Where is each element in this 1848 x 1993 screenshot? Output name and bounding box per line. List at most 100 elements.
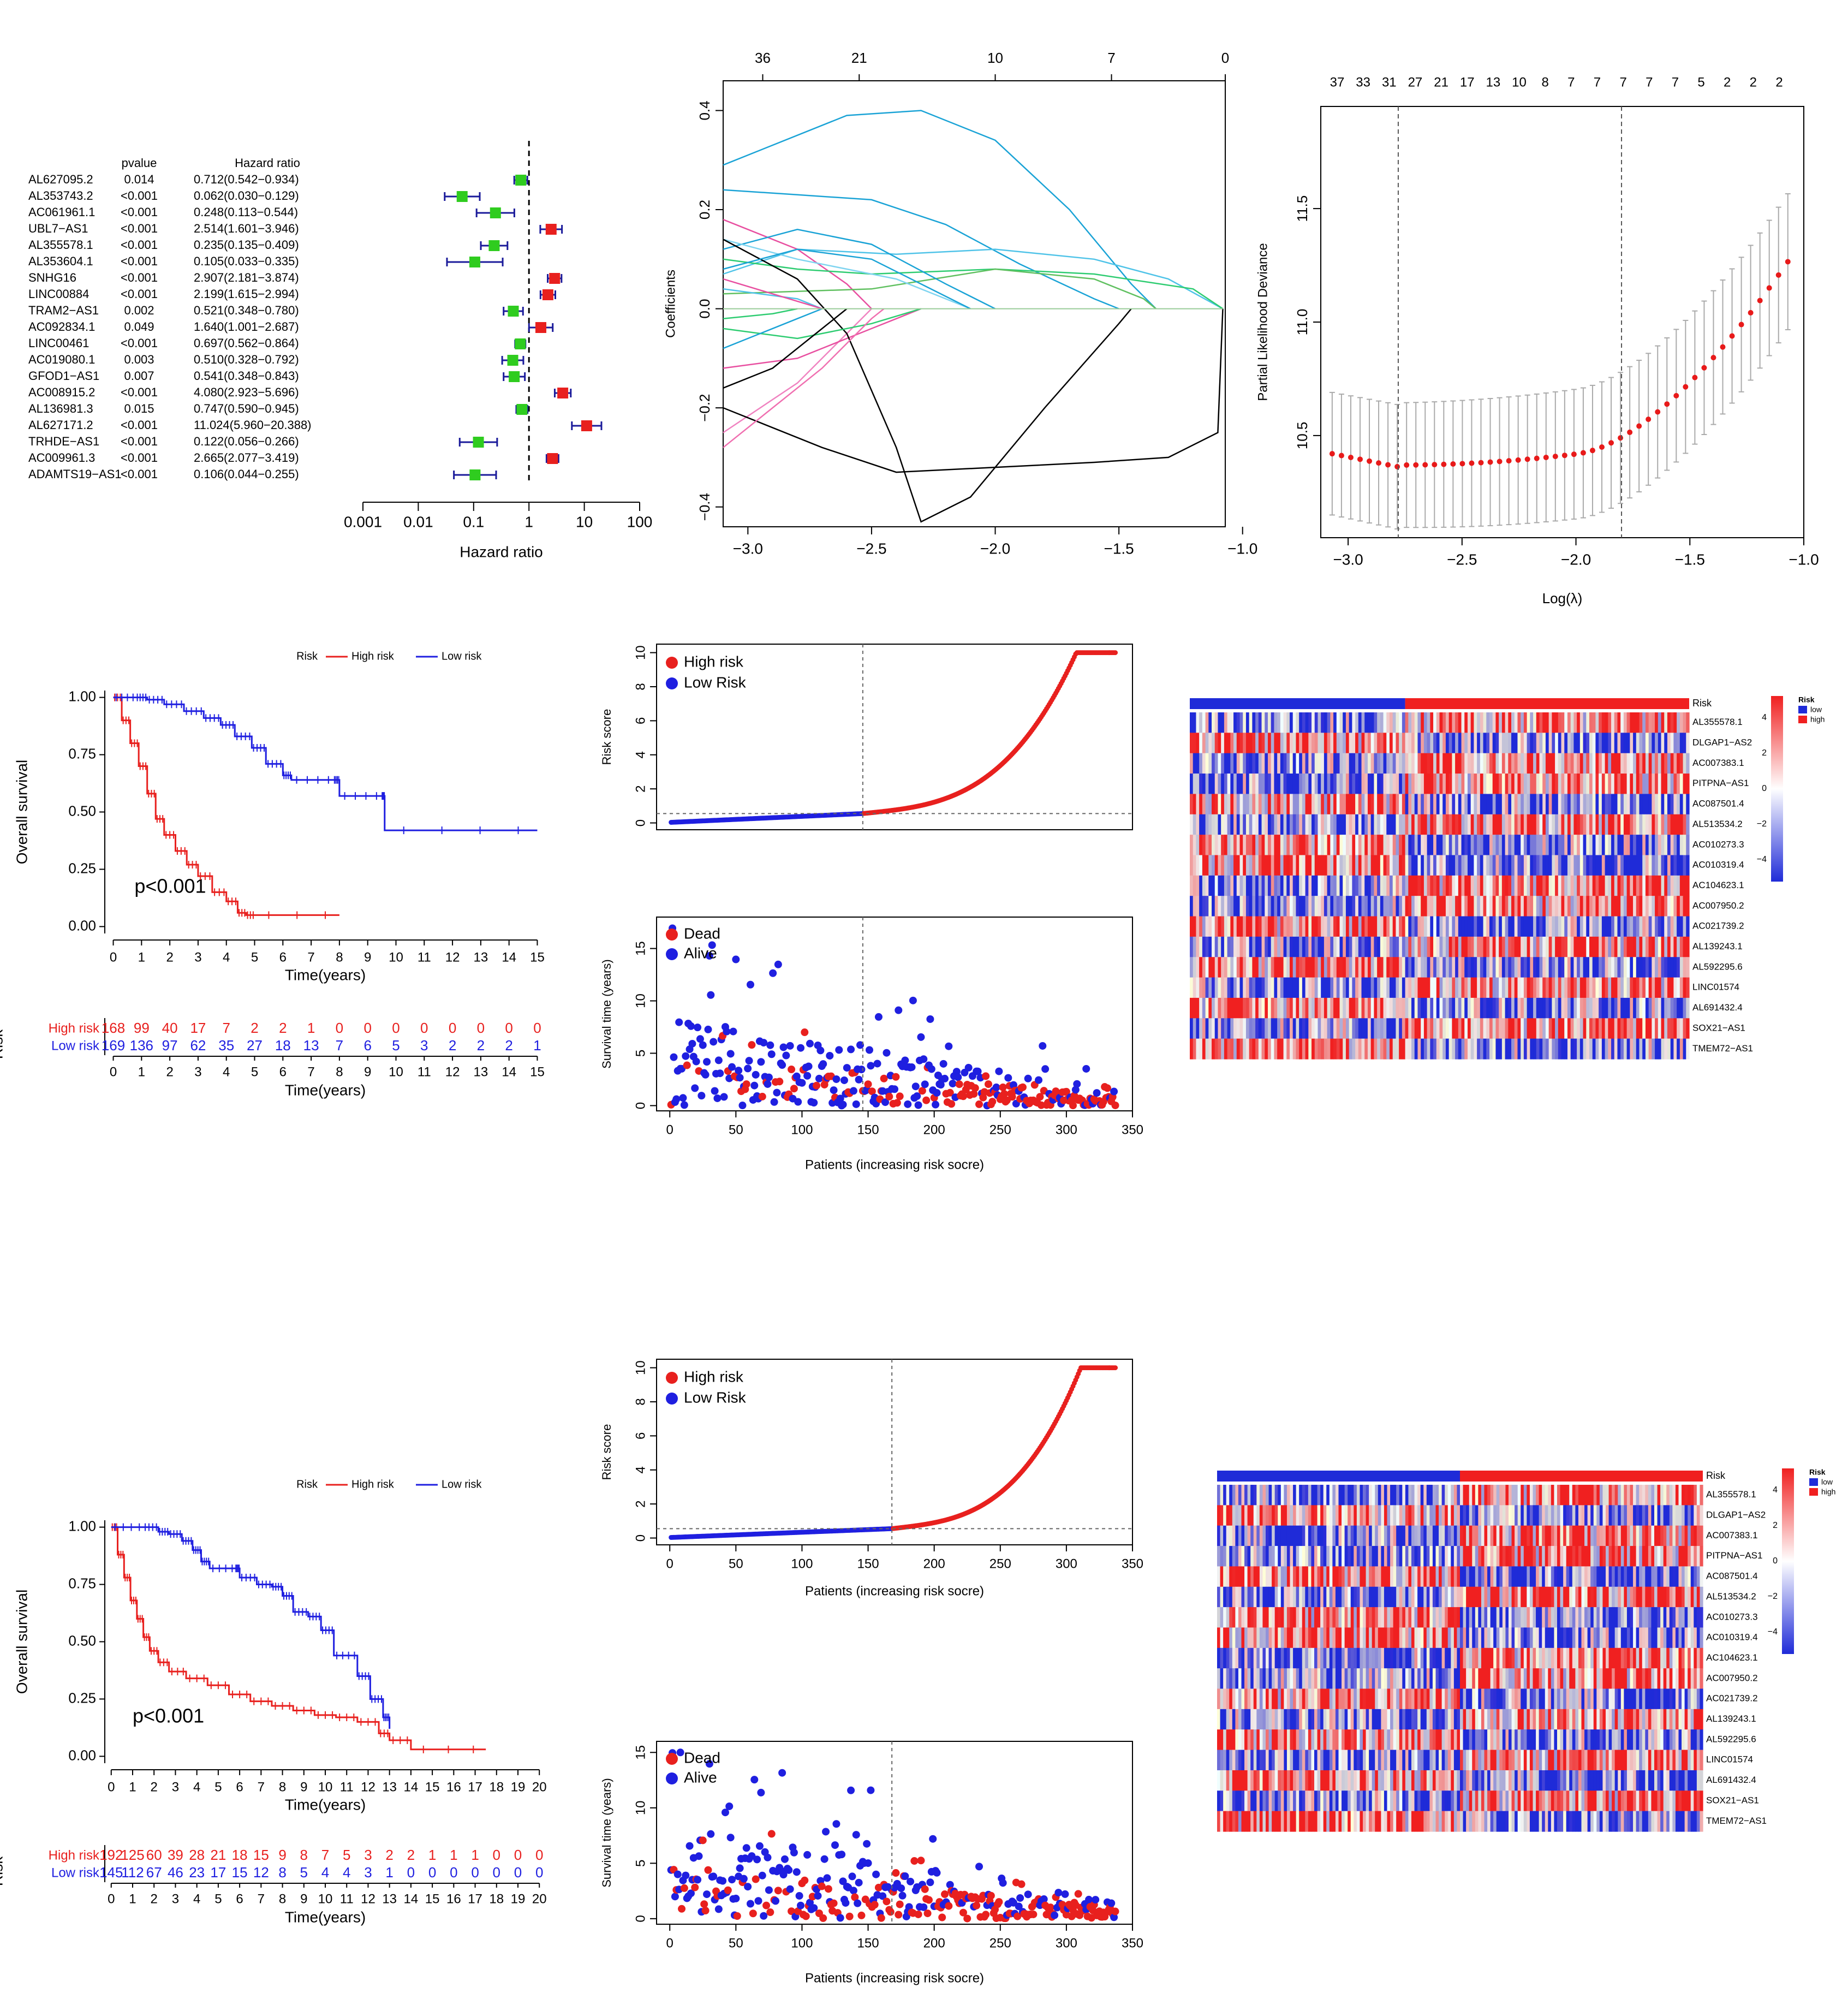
- dead-point: [885, 1092, 893, 1100]
- heatmap-cell: [1530, 774, 1534, 795]
- heatmap-cell: [1455, 855, 1459, 876]
- heatmap-cell: [1570, 712, 1575, 733]
- heatmap-cell: [1486, 957, 1490, 978]
- heatmap-cell: [1545, 1018, 1549, 1039]
- heatmap-cell: [1361, 753, 1365, 774]
- heatmap-cell: [1642, 835, 1646, 856]
- heatmap-cell: [1474, 835, 1477, 856]
- heatmap-cell: [1570, 936, 1575, 957]
- heatmap-cell: [1339, 712, 1343, 733]
- heatmap-cell: [1339, 977, 1343, 998]
- heatmap-cell: [1433, 712, 1437, 733]
- heatmap-cell: [1617, 957, 1621, 978]
- heatmap-cell: [1408, 835, 1412, 856]
- x-tick-label: −1.5: [1675, 551, 1705, 568]
- heatmap-cell: [1458, 957, 1462, 978]
- heatmap-cell: [1683, 712, 1686, 733]
- heatmap-cell: [1464, 855, 1468, 876]
- heatmap-cell: [1489, 855, 1493, 876]
- heatmap-cell: [1430, 997, 1434, 1019]
- heatmap-cell: [1595, 896, 1599, 917]
- y-tick-label: 5: [633, 1860, 648, 1867]
- heatmap-cell: [1336, 835, 1340, 856]
- heatmap-cell: [1467, 835, 1471, 856]
- heatmap-cell: [1452, 712, 1456, 733]
- heatmap-cell: [1399, 916, 1403, 937]
- heatmap-cell: [1501, 774, 1506, 795]
- x-tick-label: 50: [729, 1556, 743, 1571]
- heatmap-cell: [1258, 835, 1262, 856]
- heatmap-cell: [1601, 875, 1606, 896]
- heatmap-cell: [1430, 977, 1434, 998]
- heatmap-cell: [1386, 957, 1390, 978]
- heatmap-cell: [1439, 896, 1443, 917]
- heatmap-cell: [1283, 712, 1287, 733]
- heatmap-cell: [1555, 794, 1559, 815]
- heatmap-cell: [1501, 1018, 1506, 1039]
- dead-point: [749, 1909, 757, 1918]
- heatmap-cell: [1445, 794, 1450, 815]
- heatmap-cell: [1458, 753, 1462, 774]
- heatmap-cell: [1636, 936, 1640, 957]
- heatmap-cell: [1508, 1018, 1512, 1039]
- alive-point: [873, 1060, 881, 1068]
- heatmap-cell: [1286, 916, 1290, 937]
- heatmap-cell: [1430, 733, 1434, 754]
- heatmap-cell: [1483, 875, 1487, 896]
- heatmap-cell: [1461, 733, 1465, 754]
- heatmap-cell: [1411, 733, 1415, 754]
- alive-point: [908, 1063, 916, 1071]
- heatmap-cell: [1392, 957, 1397, 978]
- heatmap-cell: [1314, 1018, 1319, 1039]
- heatmap-cell: [1427, 977, 1430, 998]
- risk-annotation-low: [1190, 698, 1405, 709]
- heatmap-cell: [1292, 896, 1297, 917]
- heatmap-cell: [1664, 896, 1668, 917]
- alive-point: [723, 1027, 731, 1036]
- heatmap-cell: [1299, 855, 1303, 876]
- heatmap-cell: [1586, 855, 1590, 876]
- heatmap-cell: [1523, 855, 1528, 876]
- heatmap-cell: [1461, 957, 1465, 978]
- heatmap-cell: [1527, 733, 1530, 754]
- heatmap-cell: [1292, 794, 1297, 815]
- heatmap-cell: [1545, 774, 1549, 795]
- heatmap-cell: [1312, 916, 1315, 937]
- y-axis-label: Partial Likelihood Deviance: [1255, 243, 1270, 401]
- heatmap-cell: [1599, 814, 1602, 835]
- heatmap-cell: [1202, 977, 1206, 998]
- y-tick-label: 2: [633, 1500, 648, 1507]
- dead-point: [788, 1066, 796, 1074]
- heatmap-cell: [1548, 1018, 1552, 1039]
- heatmap-cell: [1423, 916, 1428, 937]
- alive-point: [728, 1063, 736, 1071]
- heatmap-cell: [1402, 712, 1406, 733]
- heatmap-cell: [1686, 957, 1690, 978]
- heatmap-cell: [1508, 896, 1512, 917]
- heatmap-cell: [1380, 794, 1384, 815]
- heatmap-cell: [1511, 712, 1515, 733]
- risk-table-low-value: 5: [300, 1864, 308, 1881]
- alive-point: [849, 1087, 857, 1095]
- heatmap-cell: [1374, 753, 1378, 774]
- heatmap-cell: [1673, 896, 1677, 917]
- risk-table-high-value: 39: [168, 1847, 183, 1863]
- heatmap-cell: [1448, 712, 1452, 733]
- heatmap-cell: [1423, 835, 1428, 856]
- heatmap-cell: [1658, 977, 1662, 998]
- heatmap-cell: [1286, 733, 1290, 754]
- dead-point: [818, 1882, 826, 1890]
- heatmap-cell: [1280, 1018, 1284, 1039]
- dead-point: [921, 1885, 929, 1893]
- hazard-ratio-label: 2.665(2.077−3.419): [194, 451, 299, 465]
- heatmap-cell: [1252, 855, 1256, 876]
- heatmap-cell: [1233, 936, 1237, 957]
- x-tick-label: 200: [923, 1556, 945, 1571]
- heatmap-cell: [1648, 794, 1652, 815]
- heatmap-cell: [1421, 916, 1424, 937]
- dead-point: [982, 1911, 990, 1919]
- x-tick-label: 6: [279, 950, 287, 965]
- heatmap-cell: [1249, 855, 1253, 876]
- y-tick-label: 0.4: [696, 100, 713, 120]
